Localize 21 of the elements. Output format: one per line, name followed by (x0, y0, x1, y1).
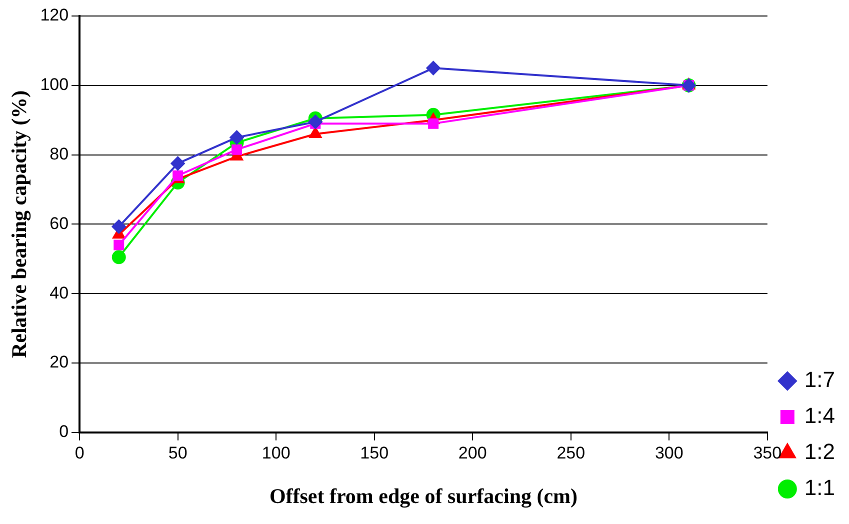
x-tick-label: 100 (262, 443, 290, 462)
legend-label: 1:1 (804, 475, 836, 500)
y-tick-label: 40 (50, 283, 69, 302)
x-tick-label: 250 (556, 443, 586, 462)
y-tick-label: 60 (50, 214, 69, 233)
x-tick-label: 350 (753, 443, 782, 462)
x-tick-label: 200 (458, 443, 487, 462)
y-tick-label: 120 (40, 6, 69, 25)
y-tick-label: 100 (40, 75, 69, 94)
x-axis-title: Offset from edge of surfacing (cm) (269, 484, 578, 508)
y-tick-label: 80 (50, 144, 69, 164)
legend-label: 1:7 (804, 367, 836, 392)
legend-label: 1:4 (804, 403, 836, 428)
y-tick-label: 0 (59, 422, 69, 442)
x-tick-label: 50 (168, 443, 188, 462)
x-tick-label: 150 (360, 443, 389, 462)
x-tick-label: 0 (74, 443, 84, 462)
y-axis-title: Relative bearing capacity (%) (7, 90, 32, 358)
x-tick-label: 300 (654, 443, 684, 462)
y-tick-label: 20 (50, 352, 69, 372)
legend-label: 1:2 (804, 439, 836, 464)
